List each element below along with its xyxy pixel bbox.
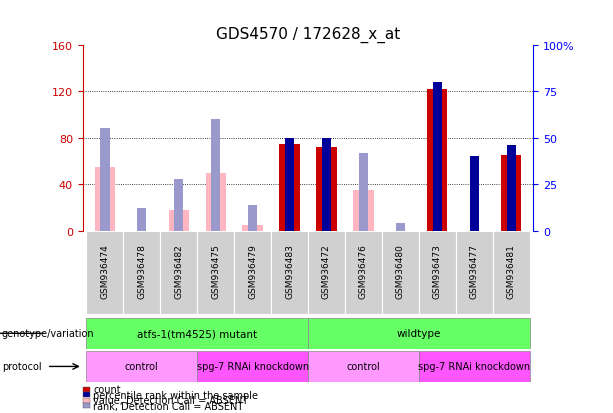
Bar [101,129,110,231]
Text: value, Detection Call = ABSENT: value, Detection Call = ABSENT [93,395,248,405]
Bar [345,231,382,314]
Bar [322,138,331,231]
Text: GSM936472: GSM936472 [322,244,331,298]
Text: GSM936477: GSM936477 [470,244,479,299]
Bar [322,138,331,143]
Bar [427,90,447,231]
Bar [470,157,479,231]
Text: percentile rank within the sample: percentile rank within the sample [93,390,258,400]
Bar [95,167,115,231]
Bar [433,83,442,231]
Bar [169,210,189,231]
Text: GSM936481: GSM936481 [507,244,516,299]
Bar [433,83,442,87]
Text: protocol: protocol [2,361,42,372]
Bar [205,173,226,231]
Bar [396,224,405,231]
Bar [86,318,308,349]
Bar [506,146,516,231]
Bar [359,153,368,231]
Bar [285,138,294,143]
Bar [501,156,521,231]
Bar [137,209,147,231]
Text: GSM936473: GSM936473 [433,244,442,299]
Text: GSM936479: GSM936479 [248,244,257,299]
Bar [197,351,308,382]
Bar [353,191,373,231]
Bar [211,120,220,231]
Bar [419,351,530,382]
Bar [455,231,493,314]
Bar [285,138,294,231]
Bar [316,147,337,231]
Text: GSM936480: GSM936480 [396,244,405,299]
Bar [506,146,516,150]
Bar [382,231,419,314]
Text: GSM936475: GSM936475 [211,244,220,299]
Bar [280,144,300,231]
Bar [271,231,308,314]
Bar [308,351,419,382]
Text: GSM936476: GSM936476 [359,244,368,299]
Title: GDS4570 / 172628_x_at: GDS4570 / 172628_x_at [216,26,400,43]
Bar [419,231,455,314]
Bar [123,231,161,314]
Bar [493,231,530,314]
Text: GSM936482: GSM936482 [174,244,183,298]
Text: spg-7 RNAi knockdown: spg-7 RNAi knockdown [197,361,309,372]
Bar [86,231,123,314]
Text: spg-7 RNAi knockdown: spg-7 RNAi knockdown [418,361,530,372]
Text: rank, Detection Call = ABSENT: rank, Detection Call = ABSENT [93,401,243,411]
Text: genotype/variation: genotype/variation [2,328,94,339]
Bar [248,205,257,231]
Text: control: control [125,361,159,372]
Bar [161,231,197,314]
Bar [234,231,271,314]
Bar [308,231,345,314]
Text: count: count [93,385,121,394]
Text: atfs-1(tm4525) mutant: atfs-1(tm4525) mutant [137,328,257,339]
Bar [174,179,183,231]
Bar [197,231,234,314]
Bar [470,157,479,161]
Text: wildtype: wildtype [397,328,441,339]
Text: GSM936478: GSM936478 [137,244,147,299]
Bar [243,225,263,231]
Text: GSM936483: GSM936483 [285,244,294,299]
Text: GSM936474: GSM936474 [101,244,109,298]
Text: control: control [346,361,380,372]
Bar [86,351,197,382]
Bar [308,318,530,349]
